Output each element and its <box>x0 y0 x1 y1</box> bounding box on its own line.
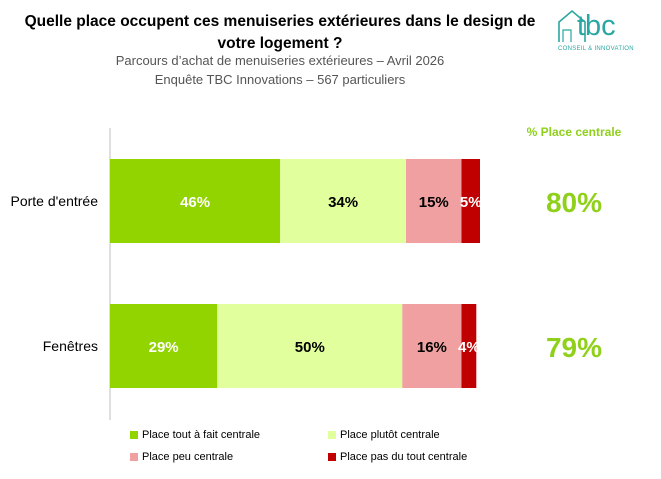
legend-label: Place tout à fait centrale <box>142 429 261 441</box>
data-label: 29% <box>149 339 179 356</box>
logo-wordmark: tbc <box>577 10 616 42</box>
bar-segment <box>402 304 462 388</box>
data-label: 16% <box>417 339 447 356</box>
data-label: 34% <box>328 194 358 211</box>
bar-segment <box>461 159 480 243</box>
category-label: Fenêtres <box>43 338 98 354</box>
legend-item: Place peu centrale <box>130 451 233 463</box>
central-percentage-value: 80% <box>546 187 602 218</box>
bar-segment <box>217 304 403 388</box>
legend-label: Place peu centrale <box>142 451 234 463</box>
legend-item: Place plutôt centrale <box>328 429 440 441</box>
bar-segment <box>280 159 406 243</box>
data-label: 4% <box>458 339 480 356</box>
data-label: 15% <box>419 194 449 211</box>
legend-item: Place pas du tout centrale <box>328 451 467 463</box>
data-label: 50% <box>295 339 325 356</box>
legend-label: Place pas du tout centrale <box>340 451 468 463</box>
chart-title: Quelle place occupent ces menuiseries ex… <box>24 13 536 52</box>
legend-swatch <box>130 431 138 439</box>
bar-segment <box>461 304 477 388</box>
tbc-logo: tbc CONSEIL & INNOVATION <box>555 8 645 56</box>
legend-item: Place tout à fait centrale <box>130 429 260 441</box>
data-label: 5% <box>460 194 482 211</box>
data-label: 46% <box>180 194 210 211</box>
bar-segment <box>110 159 281 243</box>
bar-segment <box>110 304 218 388</box>
legend-swatch <box>130 453 138 461</box>
chart-subtitle-1: Parcours d’achat de menuiseries extérieu… <box>115 53 445 68</box>
legend-swatch <box>328 453 336 461</box>
side-column-header: % Place centrale <box>527 125 622 139</box>
central-percentage-value: 79% <box>546 332 602 363</box>
logo-tagline: CONSEIL & INNOVATION <box>558 46 634 52</box>
legend-swatch <box>328 431 336 439</box>
category-label: Porte d'entrée <box>10 193 98 209</box>
house-icon <box>558 9 586 42</box>
bar-segment <box>406 159 462 243</box>
chart-subtitle-2: Enquête TBC Innovations – 567 particulie… <box>154 72 406 87</box>
legend-label: Place plutôt centrale <box>340 429 440 441</box>
